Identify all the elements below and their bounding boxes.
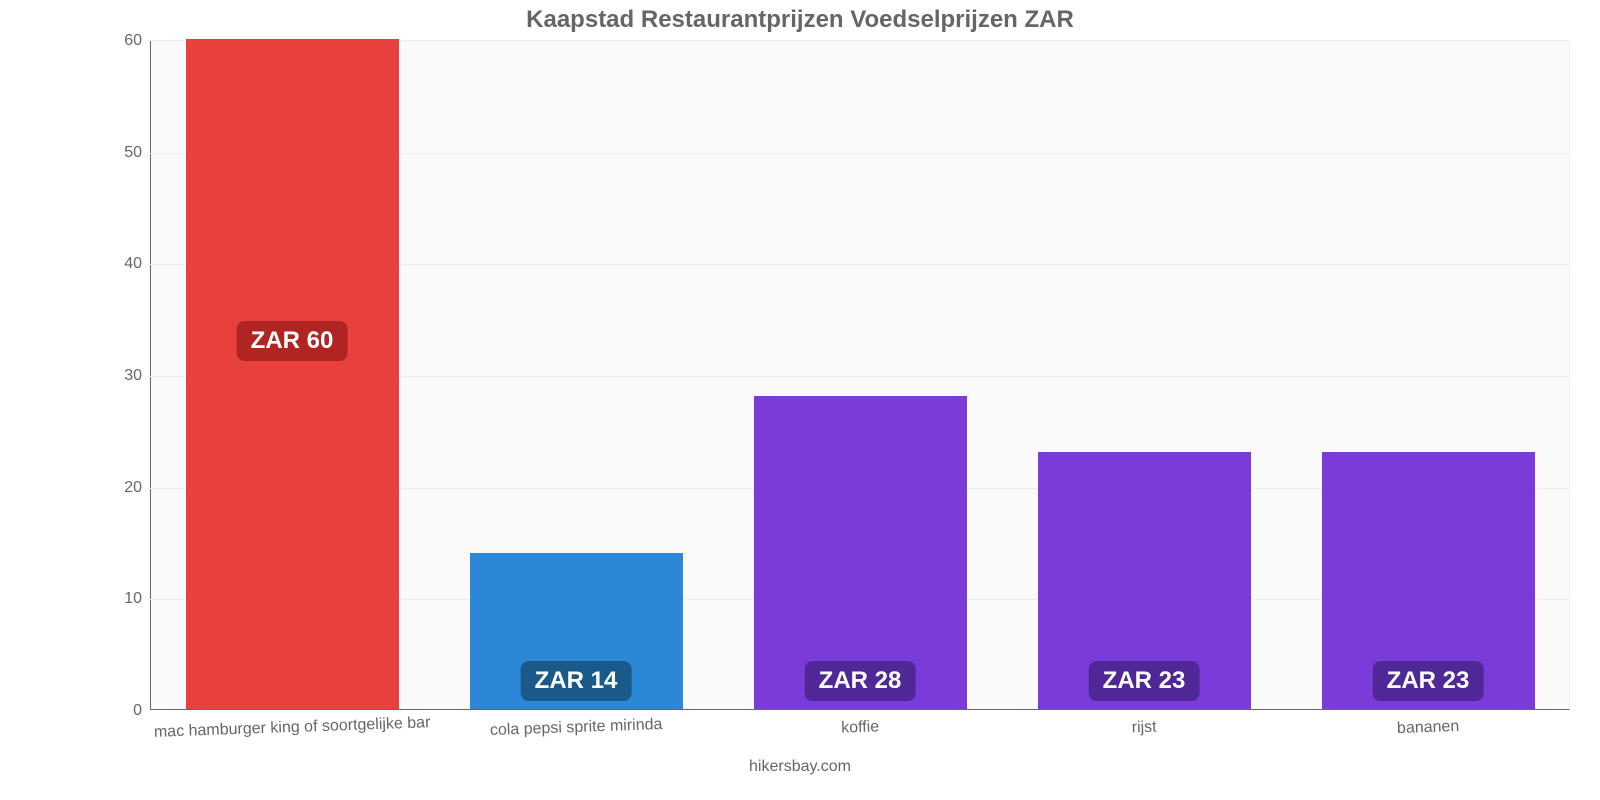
x-category-label: rijst <box>1131 709 1157 738</box>
x-category-label: bananen <box>1396 708 1459 738</box>
x-category-label: mac hamburger king of soortgelijke bar <box>153 704 430 742</box>
y-tick-label: 60 <box>124 32 150 50</box>
bar-value-label: ZAR 28 <box>805 661 916 701</box>
y-tick-label: 50 <box>124 144 150 162</box>
y-tick-label: 10 <box>124 590 150 608</box>
bar <box>186 39 399 709</box>
chart-title: Kaapstad Restaurantprijzen Voedselprijze… <box>0 6 1600 34</box>
chart-container: Kaapstad Restaurantprijzen Voedselprijze… <box>0 0 1600 800</box>
y-tick-label: 20 <box>124 479 150 497</box>
chart-credit: hikersbay.com <box>0 758 1600 776</box>
x-category-label: cola pepsi sprite mirinda <box>489 706 662 740</box>
y-tick-label: 30 <box>124 367 150 385</box>
y-tick-label: 40 <box>124 255 150 273</box>
bar-value-label: ZAR 23 <box>1373 661 1484 701</box>
bar-value-label: ZAR 23 <box>1089 661 1200 701</box>
x-category-label: koffie <box>841 708 880 737</box>
y-tick-label: 0 <box>133 702 150 720</box>
bar-value-label: ZAR 60 <box>237 321 348 361</box>
y-axis <box>150 41 151 709</box>
bar-value-label: ZAR 14 <box>521 661 632 701</box>
chart-plot-area: 0102030405060ZAR 60mac hamburger king of… <box>150 40 1570 710</box>
